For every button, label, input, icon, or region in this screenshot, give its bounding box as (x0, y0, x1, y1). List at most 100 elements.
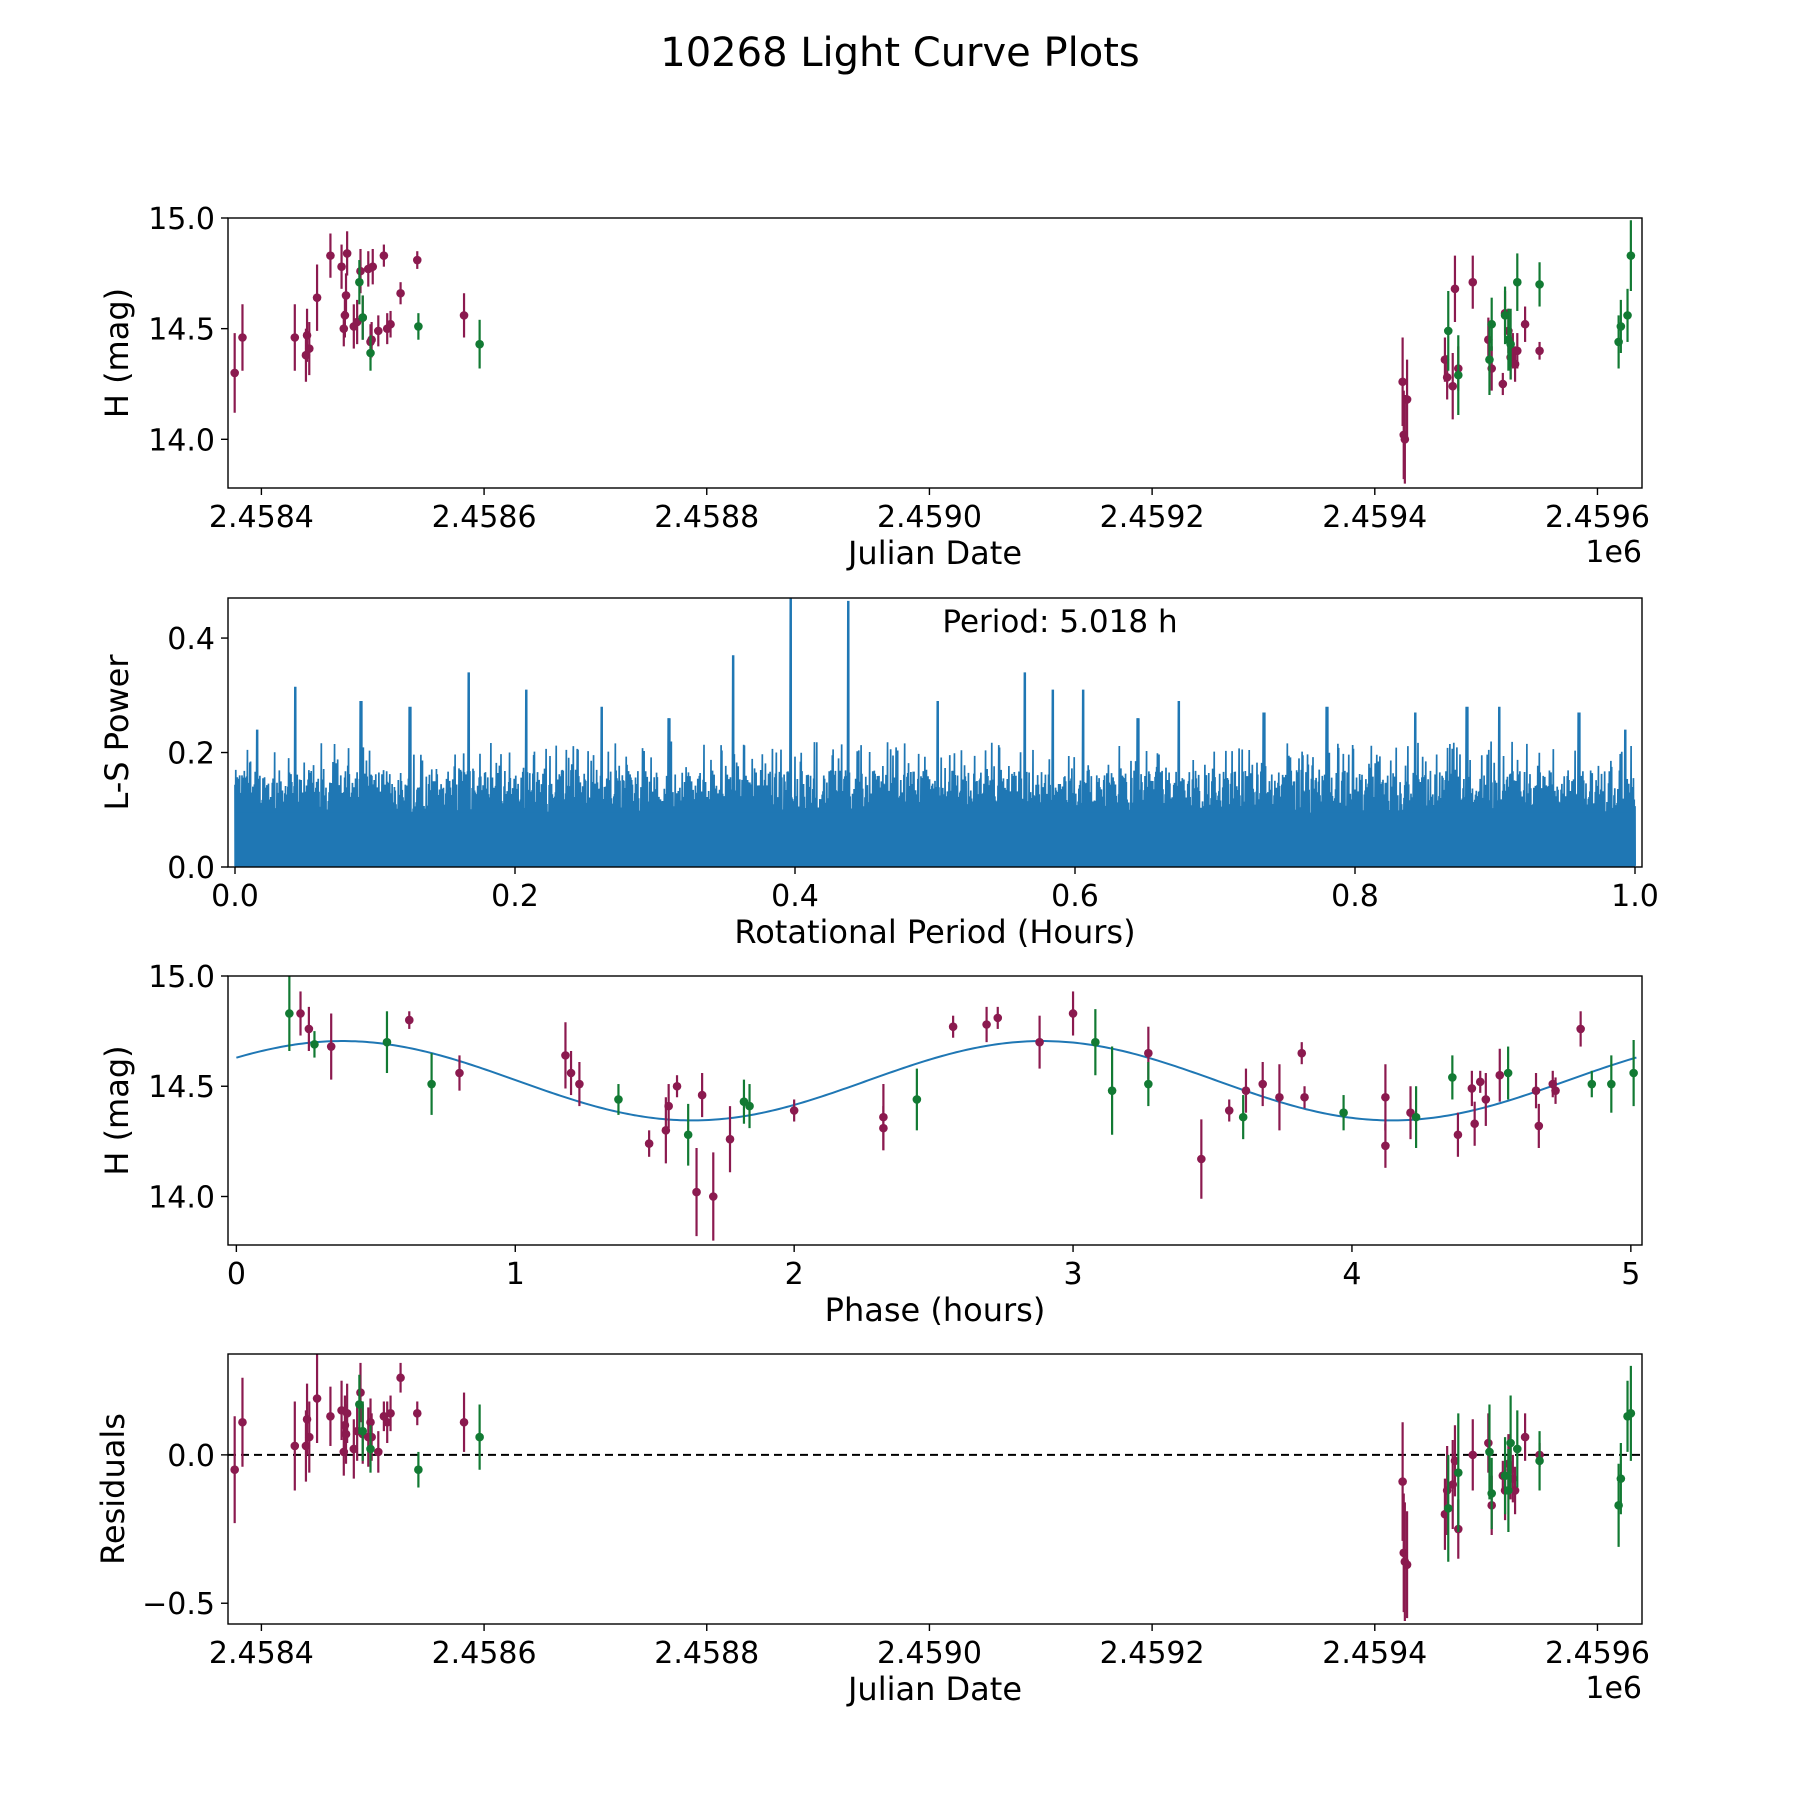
x-tick-label: 0.6 (1051, 879, 1099, 914)
data-point (341, 1429, 351, 1439)
data-point (1520, 1432, 1530, 1442)
y-tick-label: 14.0 (148, 423, 215, 458)
data-point (664, 1101, 673, 1111)
data-point (356, 266, 365, 276)
x-axis-label: Julian Date (846, 534, 1022, 572)
data-point (1481, 1095, 1491, 1104)
data-point (1485, 1447, 1494, 1457)
data-point (1035, 1037, 1044, 1047)
data-point (459, 1417, 469, 1427)
x-tick-label: 2 (785, 1257, 804, 1292)
data-point (379, 251, 389, 260)
data-point (304, 1024, 314, 1034)
data-point (342, 1409, 352, 1418)
x-tick-label: 2.4588 (654, 500, 759, 535)
data-point (1500, 311, 1510, 320)
data-point (1450, 284, 1460, 294)
x-offset-label: 1e6 (1585, 535, 1642, 570)
y-tick-label: 15.0 (148, 202, 215, 237)
data-point (304, 344, 314, 353)
plot-area (236, 976, 1638, 1241)
data-point (1534, 1121, 1544, 1131)
x-tick-label: 2.4586 (432, 1636, 537, 1671)
data-point (993, 1013, 1003, 1023)
data-point (396, 288, 405, 298)
data-point (339, 324, 349, 333)
data-point (1487, 1489, 1496, 1498)
data-point (1241, 1086, 1251, 1095)
data-point (1513, 1444, 1522, 1454)
data-point (1297, 1048, 1307, 1058)
data-point (396, 1373, 405, 1383)
data-point (475, 339, 484, 349)
data-point (296, 1009, 305, 1018)
data-point (340, 311, 350, 320)
data-point (1450, 1456, 1460, 1466)
x-tick-label: 1.0 (1611, 879, 1659, 914)
data-point (1300, 1092, 1309, 1102)
data-point (1402, 1560, 1412, 1569)
y-tick-label: 0.4 (167, 622, 215, 657)
data-point (575, 1079, 584, 1089)
data-point (1470, 1119, 1479, 1129)
data-point (683, 1130, 693, 1140)
data-point (455, 1068, 464, 1078)
data-point (1607, 1079, 1616, 1089)
data-point (1448, 1073, 1457, 1082)
x-axis-label: Julian Date (846, 1670, 1022, 1708)
data-point (404, 1015, 414, 1025)
x-tick-label: 2.4592 (1100, 1636, 1205, 1671)
data-point (1238, 1112, 1248, 1122)
data-point (1442, 373, 1452, 382)
data-point (1513, 346, 1522, 356)
data-point (366, 1444, 375, 1454)
data-point (1623, 311, 1632, 320)
data-point (1587, 1079, 1597, 1089)
data-point (1339, 1108, 1348, 1118)
data-point (1616, 1474, 1626, 1483)
x-tick-label: 2.4584 (209, 1636, 314, 1671)
data-point (1381, 1092, 1390, 1102)
data-point (412, 1409, 422, 1418)
data-point (1498, 379, 1508, 389)
data-point (661, 1126, 671, 1135)
data-point (414, 1465, 423, 1475)
data-point (341, 291, 351, 300)
y-tick-label: 0.0 (167, 1439, 215, 1474)
data-point (337, 262, 346, 271)
data-point (238, 333, 247, 342)
data-point (948, 1022, 958, 1032)
data-point (1510, 1486, 1520, 1495)
data-point (982, 1020, 991, 1029)
data-point (1107, 1086, 1117, 1095)
x-tick-label: 0.0 (211, 879, 259, 914)
y-axis-label: Residuals (94, 1413, 132, 1565)
data-point (1500, 1471, 1510, 1480)
data-point (1531, 1086, 1541, 1095)
y-tick-label: 0.0 (167, 851, 215, 886)
data-point (356, 1388, 365, 1397)
plot-frame (227, 975, 1643, 1246)
x-tick-label: 2.4592 (1100, 500, 1205, 535)
y-tick-label: 15.0 (148, 960, 215, 995)
x-tick-label: 2.4594 (1322, 500, 1427, 535)
data-point (1144, 1048, 1153, 1058)
data-point (1626, 1409, 1636, 1418)
x-tick-label: 0.4 (771, 879, 819, 914)
data-point (1506, 1438, 1515, 1448)
x-tick-label: 0 (227, 1257, 246, 1292)
data-point (412, 255, 422, 265)
data-point (1467, 1084, 1477, 1093)
data-point (725, 1134, 735, 1144)
data-point (230, 1465, 239, 1475)
x-tick-label: 2.4586 (432, 500, 537, 535)
data-point (1626, 251, 1636, 260)
data-point (475, 1432, 484, 1442)
plot-frame (227, 217, 1643, 489)
x-tick-label: 3 (1064, 1257, 1083, 1292)
data-point (386, 1409, 395, 1418)
plot-area (230, 220, 1636, 484)
x-tick-label: 5 (1621, 1257, 1640, 1292)
data-point (561, 1051, 570, 1060)
